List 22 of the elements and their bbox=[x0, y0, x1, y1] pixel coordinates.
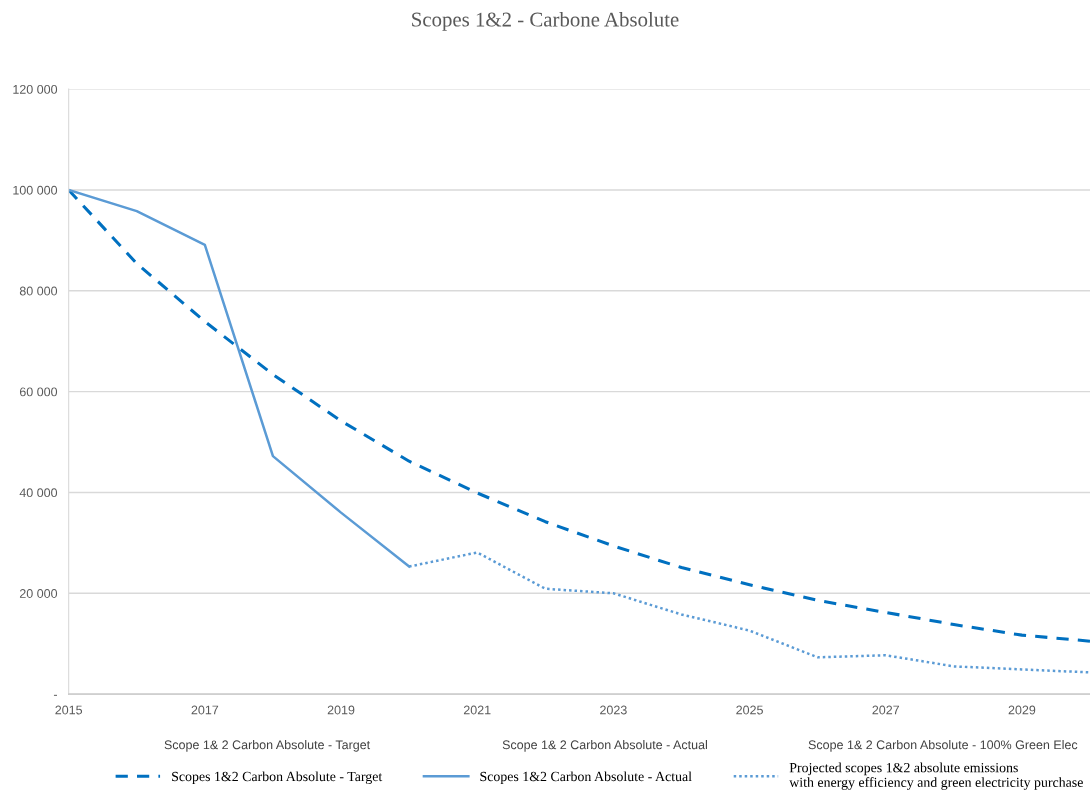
legend-label: Scopes 1&2 Carbon Absolute - Actual bbox=[480, 771, 692, 784]
x-tick-label: 2027 bbox=[872, 705, 900, 715]
x-tick-label: 2019 bbox=[327, 705, 355, 715]
x-tick-label: 2029 bbox=[1008, 705, 1036, 715]
y-tick-label: 120 000 bbox=[13, 84, 58, 94]
x-tick-label: 2021 bbox=[463, 705, 491, 715]
text: Scope 1& 2 Carbon Absolute - 100% Green Elec bbox=[808, 740, 1078, 752]
chart-title: Scopes 1&2 - Carbone Absolute bbox=[412, 11, 679, 31]
y-tick-label: 20 000 bbox=[19, 589, 58, 598]
legend-label: Projected scopes 1&2 absolute emissions with energy efficiency and green electricity purchase bbox=[789, 762, 1083, 790]
y-tick-label: - bbox=[53, 694, 57, 696]
y-tick-label: 80 000 bbox=[19, 286, 58, 296]
x-tick-label: 2017 bbox=[191, 705, 219, 715]
y-tick-label: 40 000 bbox=[19, 488, 58, 498]
x-tick-label: 2023 bbox=[600, 705, 627, 715]
x-tick-label: 2025 bbox=[736, 705, 763, 715]
y-tick-label: 100 000 bbox=[13, 185, 58, 195]
text: Scope 1& 2 Carbon Absolute - Actual bbox=[502, 740, 707, 752]
y-tick-label: 60 000 bbox=[19, 387, 58, 397]
x-tick-label: 2015 bbox=[55, 705, 83, 715]
legend-label: Scopes 1&2 Carbon Absolute - Target bbox=[172, 771, 383, 785]
text: Scope 1& 2 Carbon Absolute - Target bbox=[164, 740, 371, 752]
